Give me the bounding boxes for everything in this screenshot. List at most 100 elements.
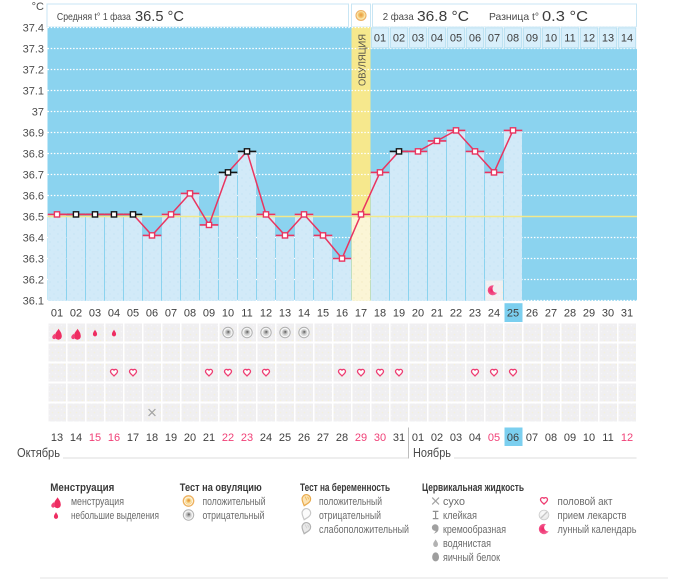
svg-text:°C: °C (32, 1, 44, 13)
svg-text:26: 26 (298, 432, 310, 444)
svg-text:10: 10 (545, 33, 557, 45)
svg-text:Ноябрь: Ноябрь (413, 445, 451, 460)
svg-text:36.4: 36.4 (23, 232, 44, 244)
svg-text:06: 06 (469, 33, 481, 45)
svg-text:36.8 °C: 36.8 °C (417, 9, 469, 25)
svg-text:10: 10 (222, 308, 234, 320)
svg-text:Средняя t° 1 фаза: Средняя t° 1 фаза (57, 11, 131, 23)
svg-text:14: 14 (70, 432, 82, 444)
svg-text:27: 27 (317, 432, 329, 444)
svg-text:15: 15 (317, 308, 329, 320)
svg-text:26: 26 (526, 308, 538, 320)
svg-text:Менструация: Менструация (50, 482, 114, 494)
svg-text:08: 08 (184, 308, 196, 320)
svg-text:0.3 °C: 0.3 °C (542, 9, 588, 25)
svg-text:14: 14 (298, 308, 310, 320)
svg-text:36.5 °C: 36.5 °C (135, 9, 184, 25)
svg-text:сухо: сухо (443, 496, 465, 508)
svg-text:Разница t°: Разница t° (489, 11, 539, 23)
svg-text:слабоположительный: слабоположительный (319, 524, 409, 536)
svg-text:06: 06 (507, 432, 519, 444)
svg-text:12: 12 (621, 432, 633, 444)
svg-text:28: 28 (336, 432, 348, 444)
svg-text:24: 24 (260, 432, 272, 444)
svg-text:положительный: положительный (203, 496, 266, 508)
svg-text:27: 27 (545, 308, 557, 320)
svg-text:19: 19 (393, 308, 405, 320)
svg-text:11: 11 (602, 432, 613, 444)
svg-text:07: 07 (526, 432, 538, 444)
svg-text:29: 29 (583, 308, 595, 320)
svg-text:положительный: положительный (319, 496, 382, 508)
svg-text:Тест на овуляцию: Тест на овуляцию (180, 482, 262, 494)
svg-text:яичный белок: яичный белок (443, 552, 500, 564)
svg-text:03: 03 (412, 33, 424, 45)
svg-text:07: 07 (488, 33, 500, 45)
svg-text:Октябрь: Октябрь (17, 445, 60, 460)
svg-text:05: 05 (488, 432, 500, 444)
svg-text:36.5: 36.5 (23, 211, 44, 223)
svg-text:09: 09 (564, 432, 576, 444)
svg-text:09: 09 (203, 308, 215, 320)
svg-text:07: 07 (165, 308, 177, 320)
svg-text:14: 14 (621, 33, 633, 45)
svg-text:05: 05 (127, 308, 139, 320)
svg-text:01: 01 (374, 33, 386, 45)
svg-text:08: 08 (545, 432, 557, 444)
svg-text:13: 13 (51, 432, 63, 444)
svg-text:половой акт: половой акт (558, 496, 613, 508)
svg-text:прием лекарств: прием лекарств (558, 510, 627, 522)
svg-text:04: 04 (108, 308, 120, 320)
svg-text:12: 12 (583, 33, 595, 45)
svg-text:09: 09 (526, 33, 538, 45)
svg-text:37.1: 37.1 (23, 85, 44, 97)
svg-text:31: 31 (393, 432, 405, 444)
svg-text:04: 04 (469, 432, 481, 444)
svg-text:лунный календарь: лунный календарь (558, 524, 637, 536)
svg-text:20: 20 (184, 432, 196, 444)
svg-text:23: 23 (241, 432, 253, 444)
svg-text:18: 18 (146, 432, 158, 444)
svg-text:06: 06 (146, 308, 158, 320)
svg-text:37: 37 (32, 106, 44, 118)
svg-text:11: 11 (241, 308, 252, 320)
svg-text:16: 16 (108, 432, 120, 444)
svg-text:30: 30 (602, 308, 614, 320)
svg-text:19: 19 (165, 432, 177, 444)
svg-text:36.1: 36.1 (23, 295, 44, 307)
svg-text:04: 04 (431, 33, 443, 45)
svg-text:отрицательный: отрицательный (319, 510, 381, 522)
svg-text:30: 30 (374, 432, 386, 444)
svg-text:15: 15 (89, 432, 101, 444)
svg-text:08: 08 (507, 33, 519, 45)
svg-text:36.9: 36.9 (23, 127, 44, 139)
svg-text:кремообразная: кремообразная (443, 524, 506, 536)
svg-text:10: 10 (583, 432, 595, 444)
svg-text:24: 24 (488, 308, 500, 320)
svg-text:13: 13 (602, 33, 614, 45)
svg-text:клейкая: клейкая (443, 510, 477, 522)
svg-text:небольшие выделения: небольшие выделения (71, 510, 159, 522)
svg-text:02: 02 (393, 33, 405, 45)
svg-text:менструация: менструация (71, 496, 124, 508)
svg-text:36.3: 36.3 (23, 253, 44, 265)
svg-text:18: 18 (374, 308, 386, 320)
svg-text:23: 23 (469, 308, 481, 320)
svg-text:36.8: 36.8 (23, 148, 44, 160)
svg-text:01: 01 (51, 308, 63, 320)
svg-text:11: 11 (564, 33, 575, 45)
svg-text:37.4: 37.4 (23, 22, 44, 34)
svg-text:02: 02 (70, 308, 82, 320)
svg-text:36.6: 36.6 (23, 190, 44, 202)
svg-text:36.2: 36.2 (23, 274, 44, 286)
svg-text:37.3: 37.3 (23, 43, 44, 55)
svg-text:13: 13 (279, 308, 291, 320)
svg-text:16: 16 (336, 308, 348, 320)
svg-text:20: 20 (412, 308, 424, 320)
svg-text:02: 02 (431, 432, 443, 444)
svg-text:22: 22 (222, 432, 234, 444)
svg-text:03: 03 (450, 432, 462, 444)
svg-text:21: 21 (431, 308, 443, 320)
svg-text:21: 21 (203, 432, 215, 444)
svg-text:Тест на беременность: Тест на беременность (300, 482, 390, 494)
